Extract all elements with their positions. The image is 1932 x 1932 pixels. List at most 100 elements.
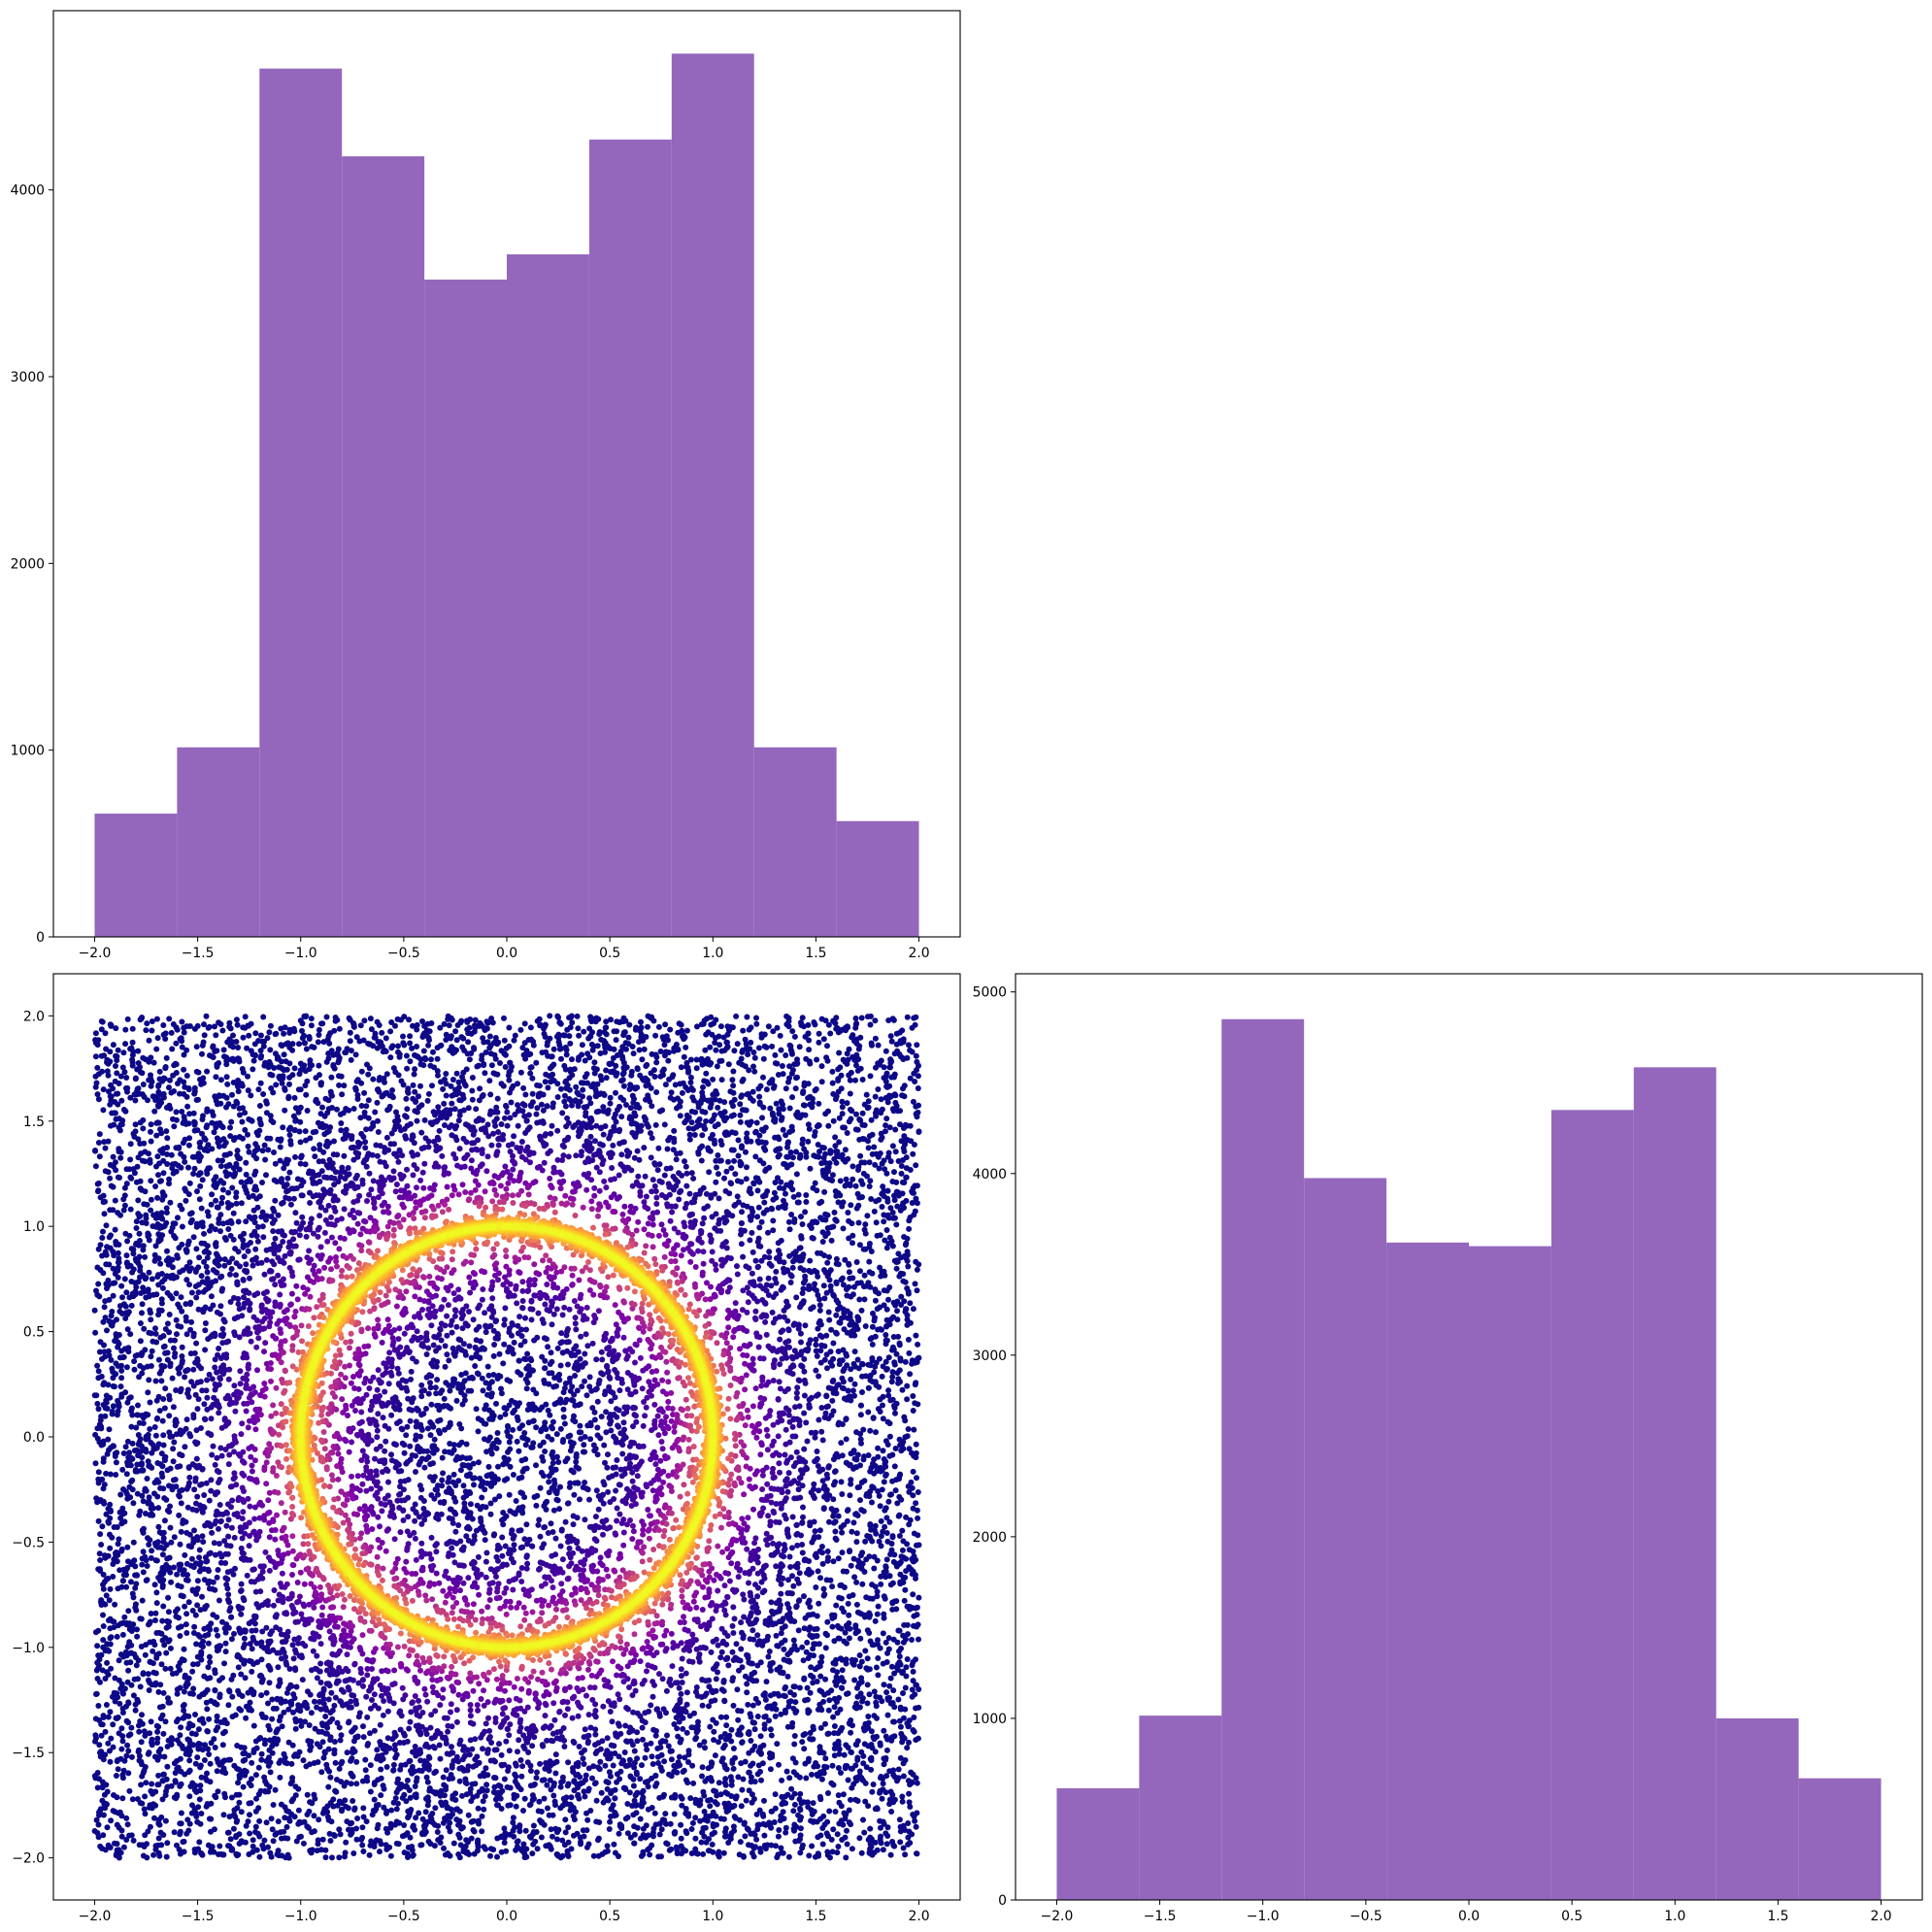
scatter-point [347,1029,353,1036]
scatter-point [844,1060,850,1067]
scatter-point [856,1136,863,1143]
scatter-point [791,1821,798,1828]
scatter-point [661,1052,668,1059]
scatter-point [95,1246,102,1252]
scatter-point [168,1151,175,1158]
scatter-point [111,1383,117,1390]
scatter-point [437,1024,444,1031]
scatter-point [881,1212,887,1218]
scatter-point [905,1336,912,1343]
scatter-point [651,1810,658,1816]
scatter-point [875,1672,882,1679]
scatter-point [681,1036,687,1043]
scatter-point [567,1040,574,1047]
scatter-point [831,1209,838,1216]
scatter-point [761,1842,768,1849]
scatter-point [115,1766,121,1773]
scatter-point [897,1723,904,1730]
scatter-point [127,1156,134,1163]
scatter-point [772,1805,779,1812]
scatter-point [164,1135,171,1142]
scatter-point [750,1063,756,1070]
scatter-point [108,1232,114,1239]
scatter-point [839,1724,846,1731]
scatter-point [832,1143,839,1149]
scatter-point [739,1786,746,1793]
scatter-point [263,1100,270,1107]
scatter-point [846,1046,852,1052]
y-tick-label: 3000 [11,370,45,385]
scatter-point [311,1791,317,1798]
scatter-point [797,1825,804,1832]
scatter-point [189,1802,195,1809]
scatter-point [633,1810,640,1816]
scatter-point [855,1046,862,1052]
scatter-point [190,1171,197,1177]
scatter-point [693,1065,700,1072]
scatter-point [700,1788,707,1795]
scatter-point [300,1840,307,1847]
scatter-point [575,1056,582,1063]
scatter-point [127,1394,134,1401]
scatter-point [116,1536,122,1543]
scatter-point [839,1098,846,1105]
scatter-point [509,1397,515,1404]
scatter-point [493,1400,499,1407]
scatter-point [730,1746,737,1751]
scatter-point [824,1818,831,1825]
scatter-point [878,1774,884,1780]
scatter-point [236,1799,243,1806]
scatter-point [907,1075,914,1082]
scatter-point [316,1062,322,1069]
scatter-point [915,1341,921,1348]
scatter-point [118,1367,125,1374]
scatter-point [119,1064,126,1071]
scatter-point [173,1116,180,1123]
scatter-point [130,1539,137,1546]
scatter-point [906,1446,913,1452]
scatter-point [212,1686,218,1693]
scatter-point [125,1667,132,1674]
scatter-point [562,1816,569,1823]
scatter-point [884,1538,891,1545]
scatter-point [761,1832,768,1839]
scatter-point [96,1566,103,1573]
scatter-point [875,1603,882,1610]
scatter-point [750,1049,757,1055]
scatter-point [796,1044,803,1050]
scatter-point [881,1682,887,1688]
scatter-point [899,1386,906,1393]
scatter-point [822,1755,829,1762]
scatter-point [825,1790,831,1796]
scatter-point [139,1070,146,1077]
scatter-point [870,1734,877,1741]
scatter-point [538,1834,545,1841]
scatter-point [692,1815,699,1821]
scatter-point [913,1737,919,1744]
scatter-point [98,1542,105,1548]
scatter-point [853,1259,860,1265]
scatter-point [699,1764,706,1771]
scatter-point [175,1716,182,1722]
scatter-point [882,1507,888,1514]
scatter-point [166,1016,173,1022]
scatter-point [116,1403,122,1410]
scatter-point [201,1757,208,1763]
scatter-point [756,1807,763,1814]
scatter-point [392,1022,398,1029]
scatter-point [280,1124,286,1131]
scatter-point [161,1222,168,1229]
scatter-point [652,1821,659,1828]
scatter-point [910,1393,916,1399]
scatter-point [118,1393,125,1400]
scatter-point [891,1359,898,1366]
scatter-point [861,1272,868,1279]
scatter-point [825,1707,832,1714]
scatter-point [866,1258,873,1265]
scatter-point [166,1181,172,1187]
scatter-point [393,1818,400,1825]
scatter-point [899,1547,906,1553]
scatter-point [819,1841,826,1848]
scatter-point [179,1241,185,1248]
scatter-point [910,1098,916,1105]
